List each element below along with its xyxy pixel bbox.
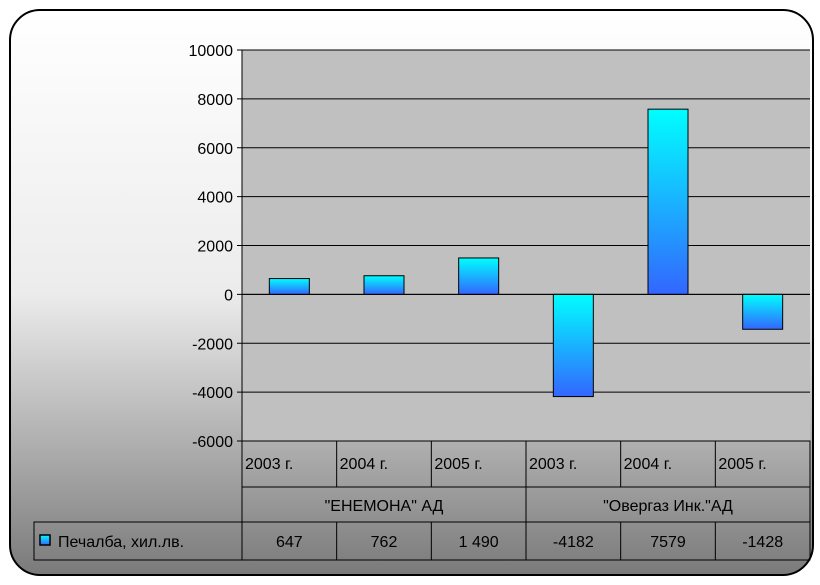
x-tick-label: 2004 г.	[340, 456, 388, 473]
y-tick-label: -2000	[192, 336, 233, 353]
bar	[363, 275, 405, 295]
y-axis: 10000 8000 6000 4000 2000 0 -2000 -4000 -6000	[189, 43, 243, 451]
data-label: 762	[371, 534, 398, 551]
x-tick-label: 2005 г.	[718, 456, 766, 473]
group-label: "Овергаз Инк."АД	[603, 498, 733, 515]
data-table: 2003 г. 2004 г. 2005 г. 2003 г. 2004 г. 2005 …	[33, 440, 811, 561]
table-data-border	[33, 521, 811, 561]
y-tick-label: 2000	[197, 239, 233, 256]
y-tick-label: -6000	[192, 434, 233, 451]
y-tick-label: 0	[224, 287, 233, 304]
group-label: "ЕНЕМОНА" АД	[325, 498, 444, 515]
x-tick-label: 2004 г.	[624, 456, 672, 473]
bar	[552, 293, 594, 398]
legend-label: Печалба, хил.лв.	[58, 534, 184, 551]
data-label: -1428	[742, 534, 783, 551]
bar	[647, 108, 689, 295]
y-tick-label: 4000	[197, 190, 233, 207]
bar	[742, 293, 784, 330]
bar	[458, 257, 500, 295]
y-tick-label: 10000	[189, 43, 234, 60]
legend-key	[39, 534, 51, 546]
y-tick-label: 6000	[197, 141, 233, 158]
y-tick-label: 8000	[197, 92, 233, 109]
bar	[268, 278, 310, 295]
data-label: 7579	[650, 534, 686, 551]
data-label: 647	[276, 534, 303, 551]
data-label: -4182	[553, 534, 594, 551]
data-label: 1 490	[459, 534, 499, 551]
bars	[242, 108, 810, 398]
x-tick-label: 2003 г.	[529, 456, 577, 473]
y-tick-label: -4000	[192, 385, 233, 402]
x-tick-label: 2003 г.	[245, 456, 293, 473]
x-tick-label: 2005 г.	[434, 456, 482, 473]
